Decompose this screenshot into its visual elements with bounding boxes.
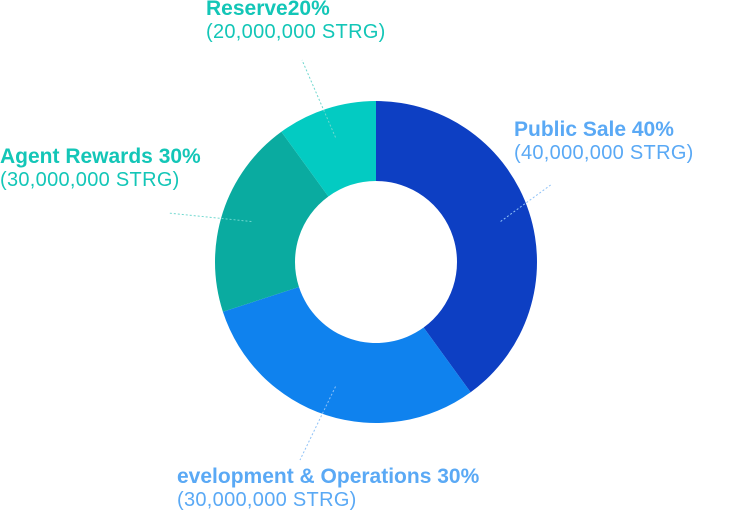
slice-dev xyxy=(222,287,471,423)
reserve-amount: (20,000,000 STRG) xyxy=(206,21,386,44)
label-public-sale: Public Sale 40% (40,000,000 STRG) xyxy=(514,118,694,165)
slice-agent xyxy=(214,131,329,312)
label-reserve: Reserve20% (20,000,000 STRG) xyxy=(206,0,386,44)
slice-public xyxy=(376,101,537,393)
development-operations-amount: (30,000,000 STRG) xyxy=(177,489,357,512)
label-agent-rewards: Agent Rewards 30% (30,000,000 STRG) xyxy=(0,145,201,192)
agent-rewards-amount: (30,000,000 STRG) xyxy=(0,169,180,192)
development-operations-title: evelopment & Operations 30% xyxy=(177,465,480,488)
reserve-title: Reserve20% xyxy=(206,0,330,20)
label-development-operations: evelopment & Operations 30% (30,000,000 … xyxy=(177,465,479,512)
agent-rewards-title: Agent Rewards 30% xyxy=(0,145,201,168)
leader-line-dev xyxy=(299,386,336,461)
public-sale-amount: (40,000,000 STRG) xyxy=(514,142,694,165)
leader-line-agent xyxy=(167,212,252,223)
leader-line-public xyxy=(500,183,553,222)
public-sale-title: Public Sale 40% xyxy=(514,118,674,141)
slice-reserve xyxy=(281,101,376,197)
